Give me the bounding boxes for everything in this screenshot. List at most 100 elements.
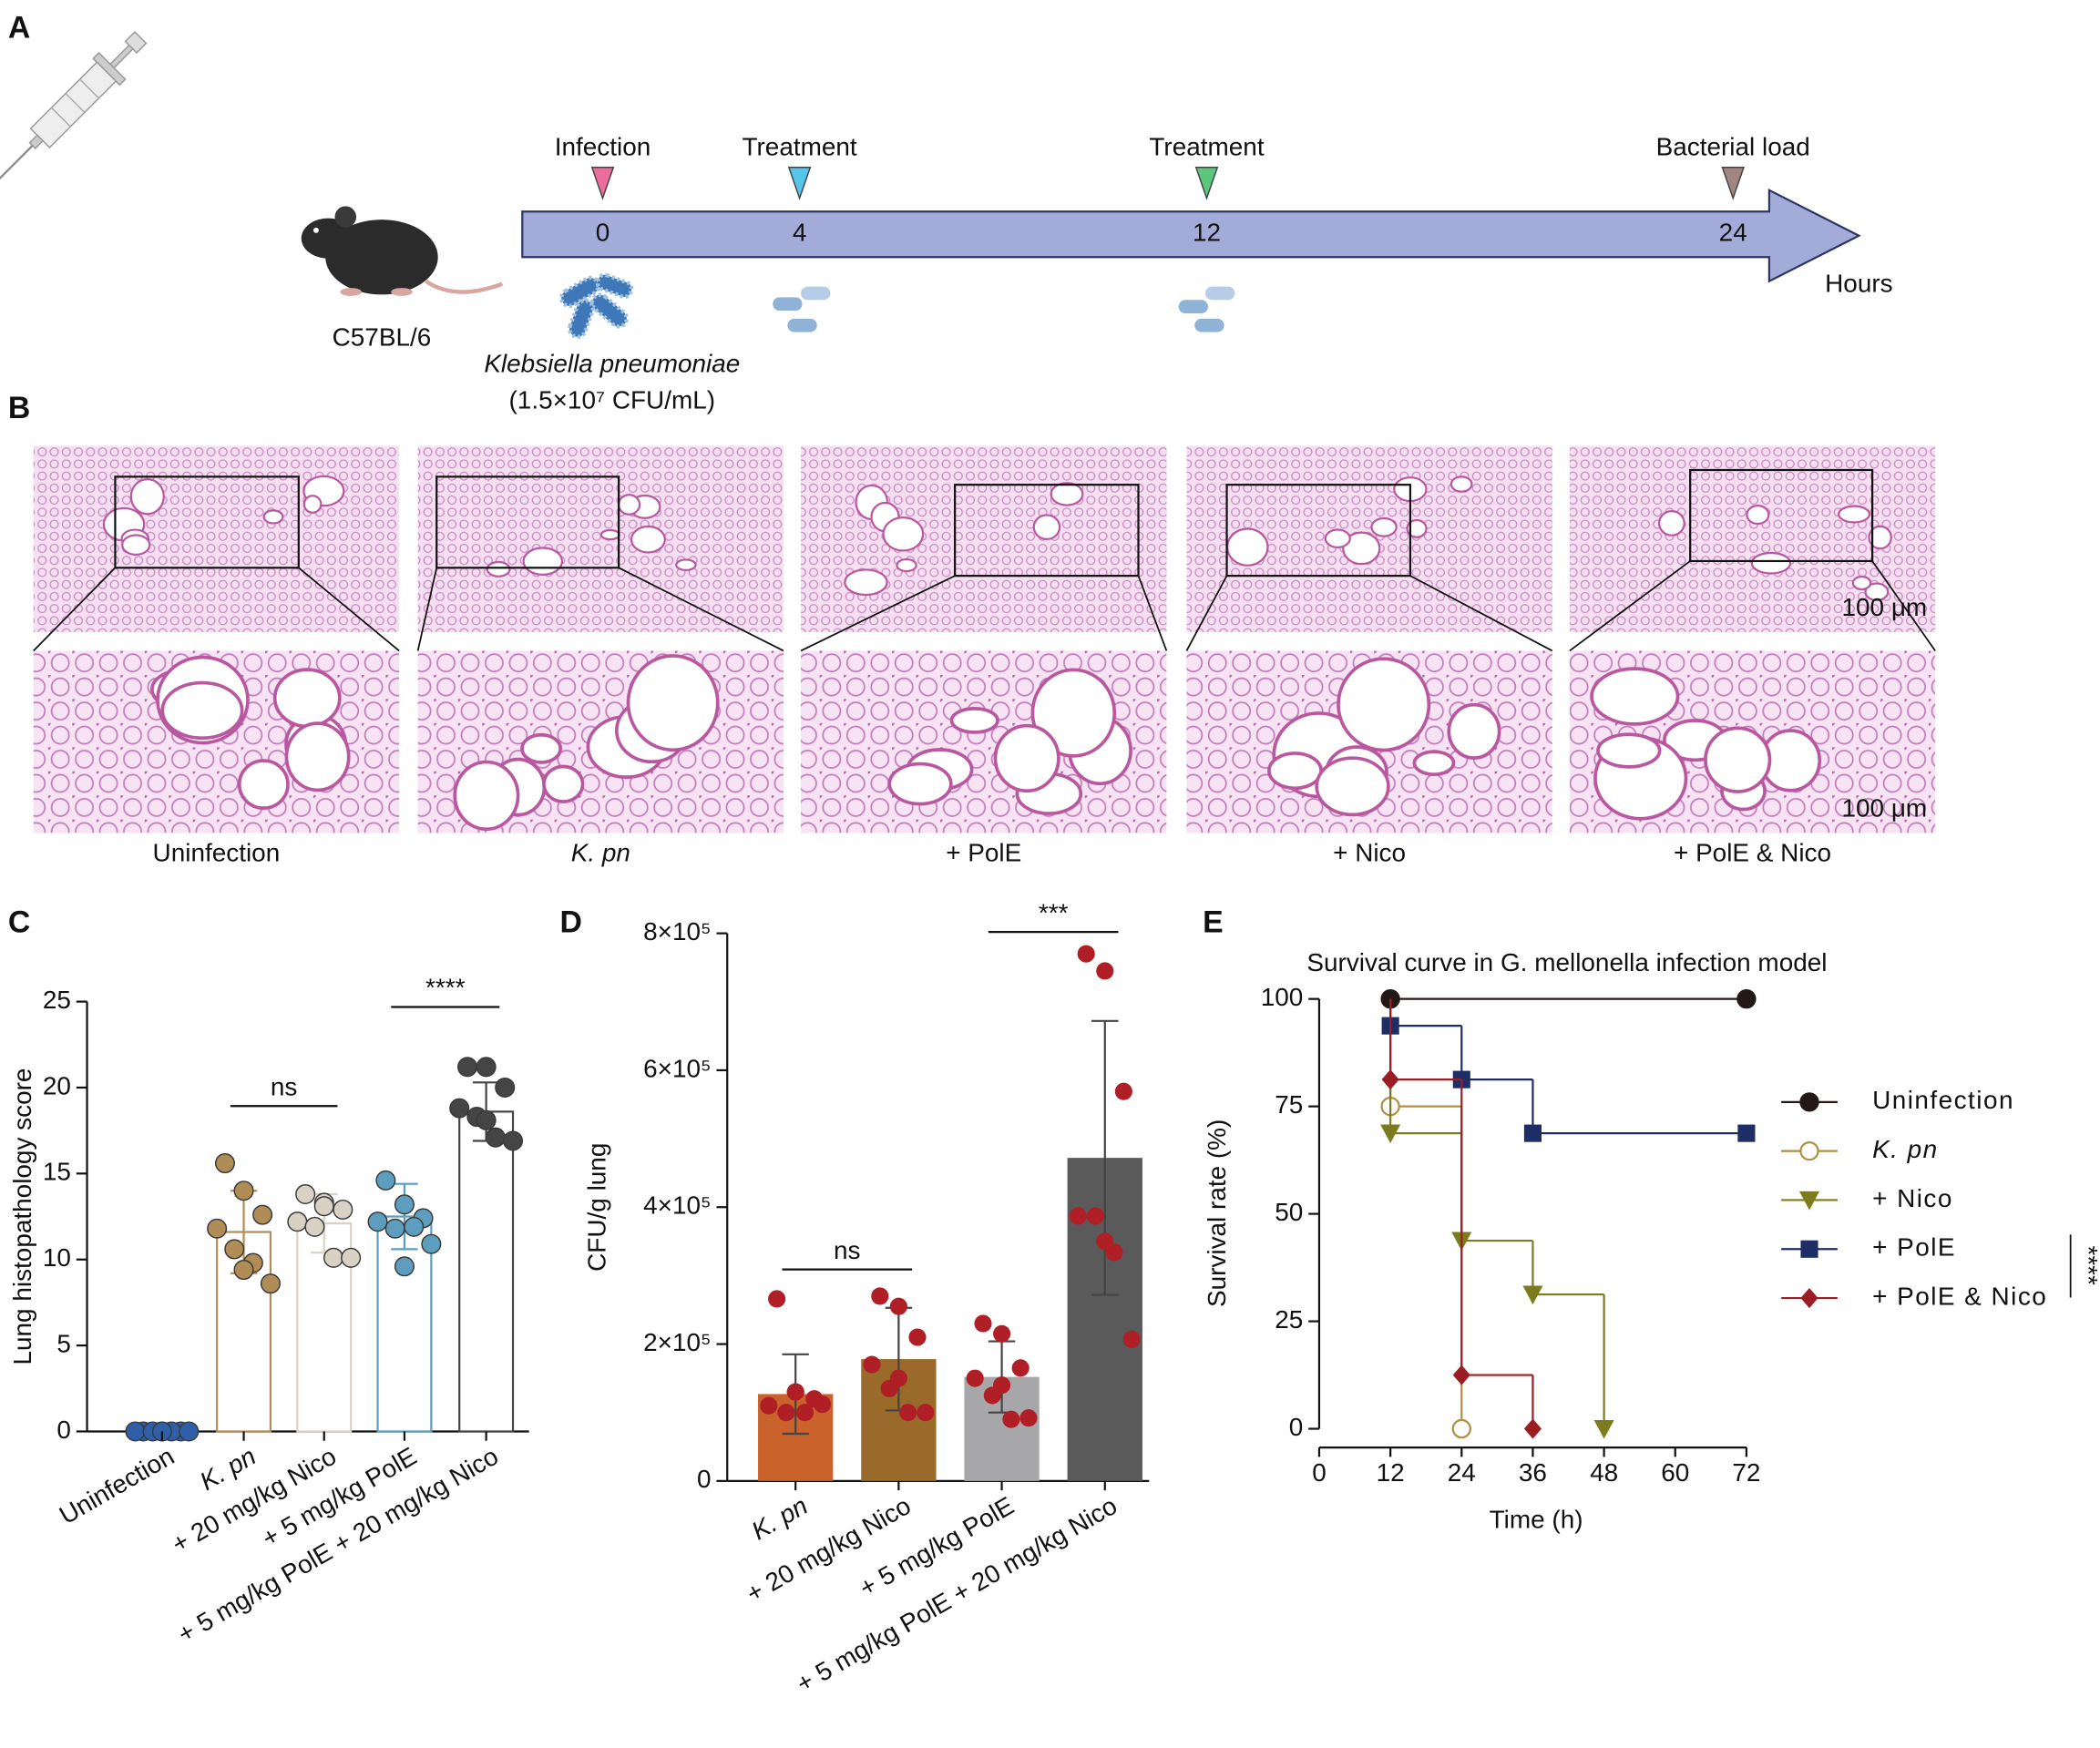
histology-image: [801, 445, 1167, 632]
zoom-line: [1871, 560, 1936, 651]
marker: [1798, 1191, 1820, 1211]
data-point: [1002, 1410, 1020, 1428]
airway: [1868, 525, 1892, 550]
y-axis-label: Survival rate (%): [1203, 1119, 1231, 1307]
significance-label: ***: [1039, 898, 1069, 926]
event-marker: [787, 167, 812, 200]
zoom-line: [800, 575, 956, 652]
airway: [1864, 582, 1890, 602]
data-point: [1096, 962, 1114, 980]
y-tick-label: 15: [43, 1158, 71, 1186]
airway: [617, 494, 641, 516]
event-label: Treatment: [742, 133, 856, 161]
panel-label: A: [8, 10, 30, 45]
data-point: [260, 1273, 281, 1294]
panel-label: D: [559, 905, 581, 939]
marker: [1799, 1140, 1819, 1161]
airway: [1750, 551, 1792, 575]
data-point: [367, 1211, 388, 1232]
y-tick-label: 25: [1275, 1305, 1303, 1334]
y-tick-label: 4×10⁵: [643, 1191, 711, 1220]
data-point: [1011, 1359, 1030, 1377]
data-point: [1086, 1207, 1105, 1225]
data-point: [384, 1218, 405, 1239]
data-point: [295, 1183, 316, 1205]
data-point: [457, 1057, 478, 1078]
zoom-line: [1185, 575, 1228, 651]
x-tick-label: 48: [1590, 1458, 1618, 1487]
group-label: Uninfection: [153, 838, 281, 866]
event-time: 0: [596, 219, 610, 247]
airway: [453, 760, 520, 832]
zoom-line: [1569, 560, 1691, 652]
marker: [1736, 988, 1757, 1009]
syringe: [0, 31, 148, 222]
data-point: [333, 1199, 353, 1221]
y-tick-label: 100: [1261, 983, 1304, 1011]
airway: [1838, 505, 1871, 524]
marker: [1452, 1365, 1470, 1385]
group-label: + Nico: [1333, 838, 1406, 866]
airway: [121, 534, 151, 556]
zoom-line: [416, 567, 438, 651]
airway: [542, 764, 585, 803]
airway: [1596, 732, 1662, 769]
data-point: [394, 1256, 415, 1277]
y-axis-label: Lung histopathology score: [8, 1068, 36, 1365]
y-tick-label: 10: [43, 1243, 71, 1272]
x-tick-label: 0: [1312, 1458, 1327, 1487]
airway: [1590, 667, 1680, 726]
airway: [1032, 514, 1061, 540]
legend-label: + PolE & Nico: [1872, 1282, 2047, 1310]
data-point: [1019, 1409, 1038, 1427]
data-point: [485, 1127, 506, 1148]
data-point: [502, 1130, 524, 1151]
airway: [237, 759, 290, 810]
mouse: [301, 206, 504, 296]
y-tick-label: 0: [56, 1416, 71, 1444]
airway: [1370, 516, 1398, 537]
zoom-box: [1689, 468, 1874, 563]
significance-label: ****: [425, 974, 466, 1002]
airway: [1746, 505, 1770, 526]
data-point: [908, 1328, 927, 1346]
data-point: [974, 1314, 992, 1333]
x-axis-label: Time (h): [1490, 1505, 1583, 1533]
airway: [1342, 531, 1381, 566]
x-tick-label: 72: [1732, 1458, 1760, 1487]
data-point: [476, 1057, 497, 1078]
airway: [1315, 756, 1390, 817]
airway: [1267, 751, 1323, 791]
scale-bar-label: 100 μm: [1841, 794, 1927, 823]
data-point: [252, 1204, 273, 1225]
data-point: [394, 1194, 415, 1215]
data-point: [768, 1290, 786, 1308]
y-tick-label: 8×10⁵: [643, 917, 711, 946]
pill-icon: [773, 286, 1235, 332]
y-tick-label: 5: [56, 1329, 71, 1357]
legend-label: Uninfection: [1872, 1086, 2014, 1114]
x-tick-label: Uninfection: [55, 1442, 179, 1530]
data-point: [304, 1216, 325, 1237]
data-point: [863, 1355, 881, 1374]
data-point: [917, 1404, 935, 1422]
significance-label: ns: [271, 1073, 298, 1101]
data-point: [1077, 945, 1095, 963]
zoom-line: [298, 567, 400, 652]
airway: [1657, 510, 1685, 537]
event-label: Treatment: [1149, 133, 1264, 161]
marker: [1799, 1092, 1819, 1112]
airway: [1406, 518, 1428, 538]
airway: [1030, 668, 1117, 758]
airway: [1337, 657, 1431, 752]
marker: [1523, 1418, 1542, 1439]
zoom-box: [954, 484, 1140, 578]
airway: [626, 654, 720, 752]
airway: [882, 516, 925, 552]
airway: [522, 547, 564, 576]
data-point: [233, 1181, 254, 1201]
bacteria-icon: [559, 272, 634, 339]
zoom-line: [33, 567, 117, 652]
data-point: [341, 1247, 362, 1268]
data-point: [814, 1395, 832, 1414]
